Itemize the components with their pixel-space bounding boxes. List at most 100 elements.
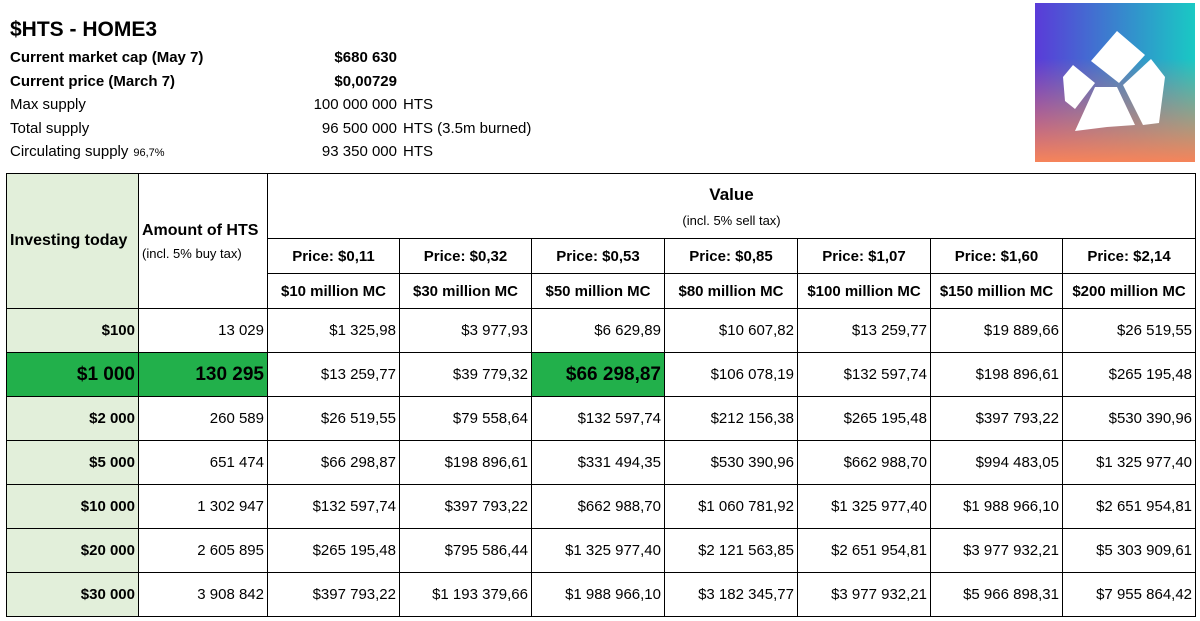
value-note: (incl. 5% sell tax) — [682, 212, 781, 228]
market-cap-header: $150 million MC — [930, 273, 1063, 309]
value-cell: $132 597,74 — [797, 352, 931, 397]
info-label: Max supply — [10, 96, 86, 113]
amount-cell: 130 295 — [138, 352, 268, 397]
value-cell: $13 259,77 — [267, 352, 400, 397]
price-header: Price: $0,32 — [399, 238, 532, 274]
value-cell: $265 195,48 — [797, 396, 931, 441]
info-unit: HTS — [403, 143, 433, 161]
table-body: $100 13 029 $1 325,98 $3 977,93 $6 629,89 $10… — [6, 308, 1197, 617]
value-cell: $397 793,22 — [267, 572, 400, 617]
value-cell: $530 390,96 — [664, 440, 798, 485]
info-value: $680 630 — [334, 49, 397, 66]
investment-cell: $1 000 — [6, 352, 139, 397]
value-cell: $1 988 966,10 — [930, 484, 1063, 529]
value-cell: $1 060 781,92 — [664, 484, 798, 529]
value-cell: $132 597,74 — [531, 396, 665, 441]
value-cell: $1 193 379,66 — [399, 572, 532, 617]
investment-table: Investing today Amount of HTS (incl. 5% b… — [6, 173, 1197, 617]
amount-cell: 3 908 842 — [138, 572, 268, 617]
value-cell: $3 977,93 — [399, 308, 532, 353]
info-value: 93 350 000 — [321, 143, 397, 161]
value-cell: $397 793,22 — [399, 484, 532, 529]
market-cap-row: $10 million MC $30 million MC $50 million … — [7, 273, 1197, 309]
market-cap-header: $80 million MC — [664, 273, 798, 309]
info-label-text: Max supply — [10, 96, 86, 114]
info-value: 100 000 000 — [313, 96, 397, 114]
price-header: Price: $0,53 — [531, 238, 665, 274]
value-cell: $5 966 898,31 — [930, 572, 1063, 617]
info-value: 96 500 000 — [321, 119, 397, 137]
value-cell: $331 494,35 — [531, 440, 665, 485]
info-label-text: Current market cap (May 7) — [10, 49, 204, 66]
value-cell: $397 793,22 — [930, 396, 1063, 441]
table-row: $100 13 029 $1 325,98 $3 977,93 $6 629,89 $10… — [6, 308, 1197, 353]
value-cell: $994 483,05 — [930, 440, 1063, 485]
price-header: Price: $0,11 — [267, 238, 400, 274]
value-header: Value (incl. 5% sell tax) — [266, 173, 1197, 239]
value-cell: $1 325,98 — [267, 308, 400, 353]
value-cell: $198 896,61 — [399, 440, 532, 485]
info-value: $0,00729 — [334, 72, 397, 90]
amount-header: Amount of HTS (incl. 5% buy tax) — [138, 173, 268, 309]
value-cell: $26 519,55 — [267, 396, 400, 441]
info-label: Circulating supply 96,7% — [10, 143, 165, 160]
market-cap-header: $200 million MC — [1061, 273, 1197, 309]
table-row: $1 000 130 295 $13 259,77 $39 779,32 $66 298… — [6, 352, 1197, 397]
info-label: Total supply — [10, 120, 89, 137]
price-header: Price: $1,07 — [797, 238, 931, 274]
info-note: 96,7% — [133, 147, 165, 160]
info-unit: HTS (3.5m burned) — [403, 119, 532, 137]
value-cell: $66 298,87 — [531, 352, 665, 397]
value-cell: $3 182 345,77 — [664, 572, 798, 617]
amount-cell: 1 302 947 — [138, 484, 268, 529]
amount-cell: 13 029 — [138, 308, 268, 353]
market-cap-header: $50 million MC — [531, 273, 665, 309]
info-label-text: Total supply — [10, 119, 90, 137]
amount-cell: 651 474 — [138, 440, 268, 485]
value-cell: $3 977 932,21 — [930, 528, 1063, 573]
value-cell: $66 298,87 — [267, 440, 400, 485]
logo — [1035, 3, 1195, 162]
price-header: Price: $0,85 — [664, 238, 798, 274]
value-cell: $265 195,48 — [267, 528, 400, 573]
table-row: $5 000 651 474 $66 298,87 $198 896,61 $331 4… — [6, 440, 1197, 485]
value-cell: $7 955 864,42 — [1061, 572, 1197, 617]
table-row: $20 000 2 605 895 $265 195,48 $795 586,44 $1… — [6, 528, 1197, 573]
value-cell: $265 195,48 — [1061, 352, 1197, 397]
amount-cell: 260 589 — [138, 396, 268, 441]
value-cell: $19 889,66 — [930, 308, 1063, 353]
value-cell: $132 597,74 — [267, 484, 400, 529]
value-cell: $2 121 563,85 — [664, 528, 798, 573]
value-cell: $1 325 977,40 — [1061, 440, 1197, 485]
value-cell: $1 325 977,40 — [797, 484, 931, 529]
value-cell: $13 259,77 — [797, 308, 931, 353]
investment-cell: $5 000 — [6, 440, 139, 485]
amount-title: Amount of HTS — [142, 221, 259, 239]
investment-cell: $30 000 — [6, 572, 139, 617]
investment-cell: $20 000 — [6, 528, 139, 573]
amount-cell: 2 605 895 — [138, 528, 268, 573]
investment-cell: $10 000 — [6, 484, 139, 529]
value-cell: $795 586,44 — [399, 528, 532, 573]
value-cell: $39 779,32 — [399, 352, 532, 397]
table-row: $2 000 260 589 $26 519,55 $79 558,64 $132 59… — [6, 396, 1197, 441]
table-row: $10 000 1 302 947 $132 597,74 $397 793,22 $6… — [6, 484, 1197, 529]
value-cell: $212 156,38 — [664, 396, 798, 441]
investment-cell: $100 — [6, 308, 139, 353]
market-cap-header: $10 million MC — [267, 273, 400, 309]
value-cell: $662 988,70 — [797, 440, 931, 485]
value-cell: $6 629,89 — [531, 308, 665, 353]
value-cell: $2 651 954,81 — [1061, 484, 1197, 529]
price-header: Price: $2,14 — [1061, 238, 1197, 274]
value-cell: $10 607,82 — [664, 308, 798, 353]
table-row: $30 000 3 908 842 $397 793,22 $1 193 379,66… — [6, 572, 1197, 617]
market-cap-header: $100 million MC — [797, 273, 931, 309]
value-cell: $3 977 932,21 — [797, 572, 931, 617]
info-label: Current market cap (May 7) — [10, 49, 203, 66]
value-cell: $530 390,96 — [1061, 396, 1197, 441]
info-unit: HTS — [403, 96, 433, 114]
value-cell: $106 078,19 — [664, 352, 798, 397]
value-cell: $1 988 966,10 — [531, 572, 665, 617]
info-label-text: Circulating supply — [10, 143, 129, 161]
